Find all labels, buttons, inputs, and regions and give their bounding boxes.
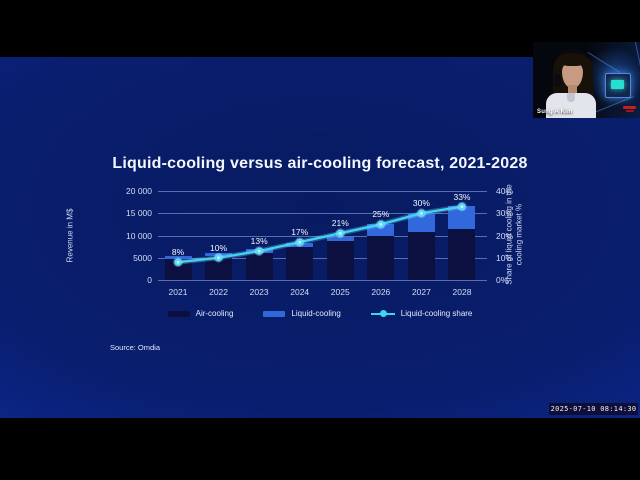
liquid-cooling-bar <box>164 256 192 260</box>
gridline <box>158 191 487 192</box>
participant-name-label: Sung A Kim <box>537 109 573 115</box>
y-axis-left-title: Revenue in M$ <box>65 208 75 263</box>
chart-title: Liquid-cooling versus air-cooling foreca… <box>112 155 528 172</box>
participant-shirt <box>546 93 596 118</box>
y-axis-left-tick: 0 <box>147 275 152 285</box>
air-cooling-bar <box>286 246 314 280</box>
legend-item-liquid-cooling-share: Liquid-cooling share <box>370 309 473 318</box>
source-note: Source: Omdia <box>110 343 161 352</box>
red-logo <box>623 106 636 113</box>
x-axis-year-label: 2024 <box>290 287 310 297</box>
liquid-cooling-share-line <box>173 201 467 268</box>
x-axis-year-label: 2022 <box>209 287 229 297</box>
liquid-cooling-bar <box>448 205 476 229</box>
liquid-cooling-bar <box>326 236 354 241</box>
share-value-label: 30% <box>412 198 430 209</box>
recording-timestamp: 2025-07-10 08:14:30 <box>549 403 638 415</box>
air-cooling-bar <box>164 259 192 280</box>
y-axis-right-tick: 0% <box>496 275 509 285</box>
legend-label: Liquid-cooling share <box>400 309 473 318</box>
share-value-label: 33% <box>453 191 471 202</box>
x-axis-year-label: 2026 <box>371 287 391 297</box>
y-axis-right-tick: 30% <box>496 208 514 219</box>
liquid-cooling-bar <box>407 213 435 233</box>
headphones-icon <box>557 49 588 71</box>
share-value-label: 8% <box>171 247 185 258</box>
share-value-label: 25% <box>372 209 390 220</box>
legend-swatch <box>370 310 395 317</box>
gridline <box>158 280 487 281</box>
y-axis-left-tick: 20 000 <box>126 186 152 196</box>
y-axis-left-tick: 15 000 <box>126 208 152 219</box>
participant-neck <box>568 85 577 95</box>
participant-bangs <box>560 55 585 66</box>
air-cooling-bar <box>245 252 273 280</box>
x-axis-year-label: 2027 <box>411 287 431 297</box>
legend-line-dot <box>379 310 387 317</box>
air-cooling-bar <box>407 232 435 280</box>
legend-item-air-cooling: Air-cooling <box>167 309 234 318</box>
webcam-video-tile: Sung A Kim <box>533 42 640 118</box>
y-axis-right-tick: 10% <box>496 252 514 263</box>
share-value-label: 13% <box>250 236 268 247</box>
legend-label: Air-cooling <box>195 309 234 318</box>
legend-label: Liquid-cooling <box>291 309 341 318</box>
x-axis-year-label: 2025 <box>330 287 350 297</box>
headphone-earcup <box>554 74 561 87</box>
cpu-chip-core <box>611 80 624 89</box>
liquid-cooling-bar <box>367 223 395 236</box>
air-cooling-bar <box>367 235 395 280</box>
legend-swatch <box>263 310 286 317</box>
air-cooling-bar <box>326 240 354 280</box>
legend-swatch <box>167 310 190 317</box>
share-value-label: 17% <box>291 227 309 238</box>
x-axis-year-label: 2028 <box>452 287 472 297</box>
gridline <box>158 257 487 259</box>
cpu-chip-icon <box>605 73 631 98</box>
chart-legend: Air-cooling Liquid-cooling Liquid-cooling … <box>0 309 640 318</box>
gridline <box>158 213 487 215</box>
y-axis-right-tick: 20% <box>496 230 514 241</box>
participant-face <box>562 61 583 88</box>
plot-area: 20 000 40% 15 000 30% 10 000 20% 5000 10% 0 0% 202… <box>126 186 513 297</box>
y-axis-left-tick: 5000 <box>133 252 152 263</box>
share-value-label: 10% <box>210 242 228 253</box>
x-axis-year-label: 2023 <box>249 287 269 297</box>
share-value-label: 21% <box>331 218 349 229</box>
legend-item-liquid-cooling: Liquid-cooling <box>263 309 341 318</box>
air-cooling-bar <box>448 228 476 280</box>
x-axis-year-label: 2021 <box>168 287 188 297</box>
y-axis-left-tick: 10 000 <box>126 230 152 241</box>
y-axis-right-tick: 40% <box>496 186 514 196</box>
